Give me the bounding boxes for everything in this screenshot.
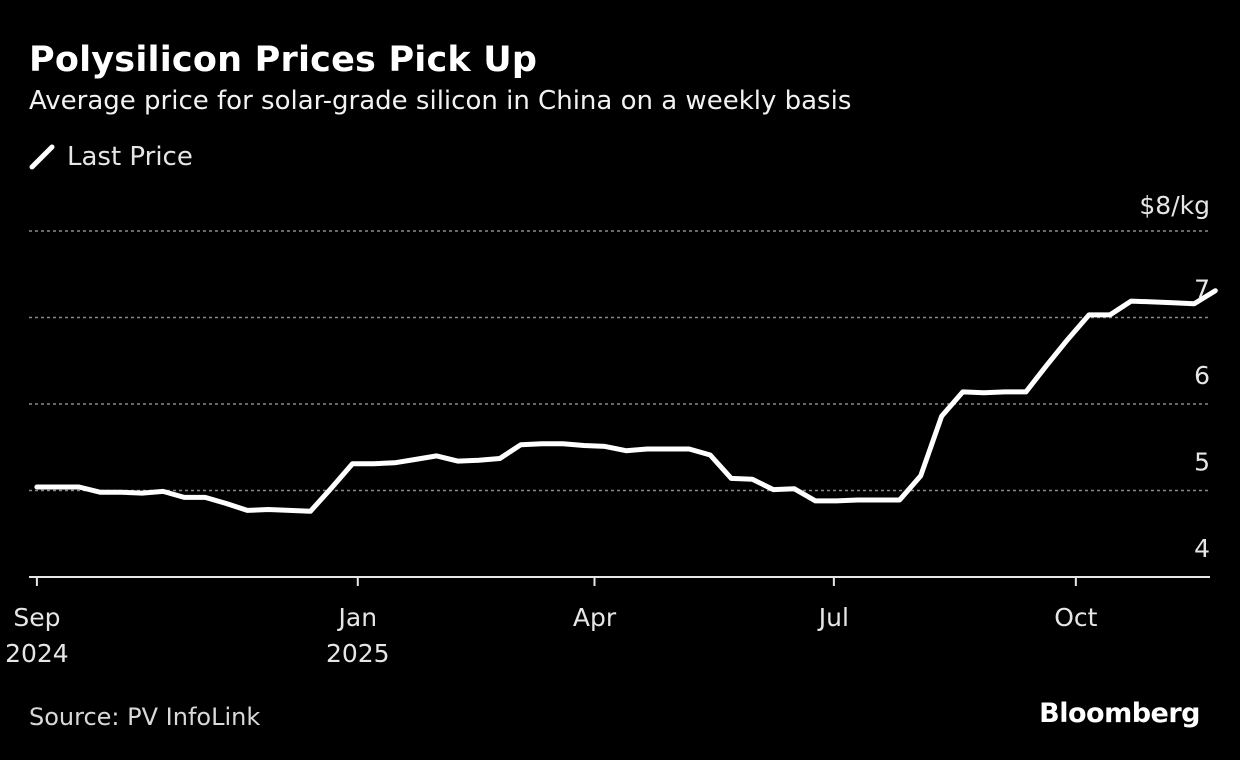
- y-tick-label: 4: [1194, 534, 1210, 563]
- legend-swatch-icon: [29, 144, 55, 170]
- x-tick-label: Jul: [817, 603, 849, 632]
- x-tick-year-label: 2024: [5, 639, 69, 668]
- legend: Last Price: [29, 142, 193, 172]
- x-tick-year-label: 2025: [326, 639, 390, 668]
- y-tick-label: 6: [1194, 361, 1210, 390]
- series-line-last-price: [34, 288, 1218, 514]
- bloomberg-logo: Bloomberg: [1039, 698, 1200, 729]
- legend-label: Last Price: [67, 142, 193, 172]
- y-unit-label: $8/kg: [1139, 191, 1210, 220]
- chart-title: Polysilicon Prices Pick Up: [29, 40, 538, 80]
- x-tick-label: Jan: [337, 603, 378, 632]
- source-note: Source: PV InfoLink: [29, 703, 261, 731]
- x-tick-label: Sep: [13, 603, 60, 632]
- y-tick-label: 5: [1194, 448, 1210, 477]
- x-tick-label: Apr: [573, 603, 617, 632]
- x-tick-label: Oct: [1054, 603, 1097, 632]
- chart-subtitle: Average price for solar-grade silicon in…: [29, 86, 852, 116]
